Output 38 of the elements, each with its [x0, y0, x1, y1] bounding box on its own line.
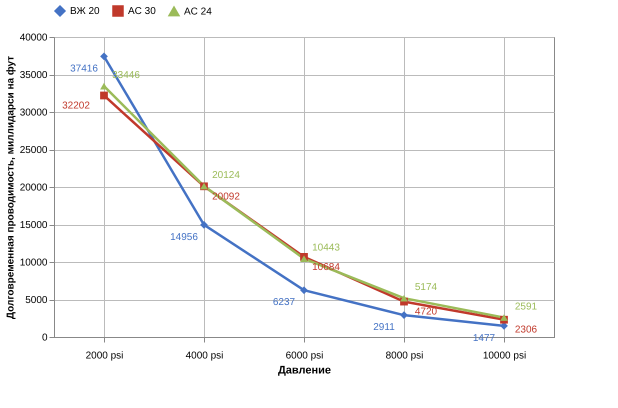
point	[200, 220, 208, 229]
data-label: 6237	[272, 297, 296, 308]
point	[500, 314, 508, 321]
y-tick-label: 15000	[20, 220, 48, 231]
data-label: 10443	[312, 242, 340, 254]
y-tick-label: 10000	[20, 258, 48, 268]
data-label: 14956	[170, 232, 198, 243]
point	[100, 92, 108, 100]
data-label: 4720	[414, 306, 438, 318]
y-tick-label: 40000	[20, 32, 48, 44]
y-axis-title: Долговременная проводимость, миллидарси на фут	[6, 56, 17, 320]
point	[300, 286, 308, 294]
data-label: 2591	[514, 302, 538, 313]
x-tick-label: 2000 psi	[86, 350, 124, 362]
y-tick-label: 0	[42, 332, 48, 344]
x-tick-label: 8000 psi	[386, 350, 424, 362]
x-axis-title: Давление	[278, 364, 332, 376]
legend-label: AC 24	[184, 6, 212, 18]
y-tick-label: 25000	[20, 145, 48, 156]
point	[400, 311, 408, 320]
y-tick-label: 20000	[20, 182, 48, 194]
x-tick-label: 6000 psi	[286, 350, 324, 362]
data-label: 5174	[414, 282, 438, 294]
legend-label: ВЖ 20	[70, 6, 100, 17]
data-label: 32202	[62, 100, 90, 112]
point	[100, 82, 108, 90]
data-label: 2306	[514, 324, 538, 336]
data-label: 2911	[373, 322, 396, 334]
y-tick-label: 30000	[20, 108, 48, 118]
legend-label: AC 30	[128, 6, 156, 17]
y-tick-label: 5000	[25, 295, 48, 306]
y-tick-label: 35000	[20, 70, 48, 81]
point	[400, 294, 408, 302]
x-tick-label: 10000 psi	[482, 350, 526, 362]
data-label: 37416	[70, 63, 98, 74]
data-label: 20124	[212, 170, 240, 182]
x-tick-label: 4000 psi	[186, 350, 224, 362]
point	[100, 52, 108, 60]
